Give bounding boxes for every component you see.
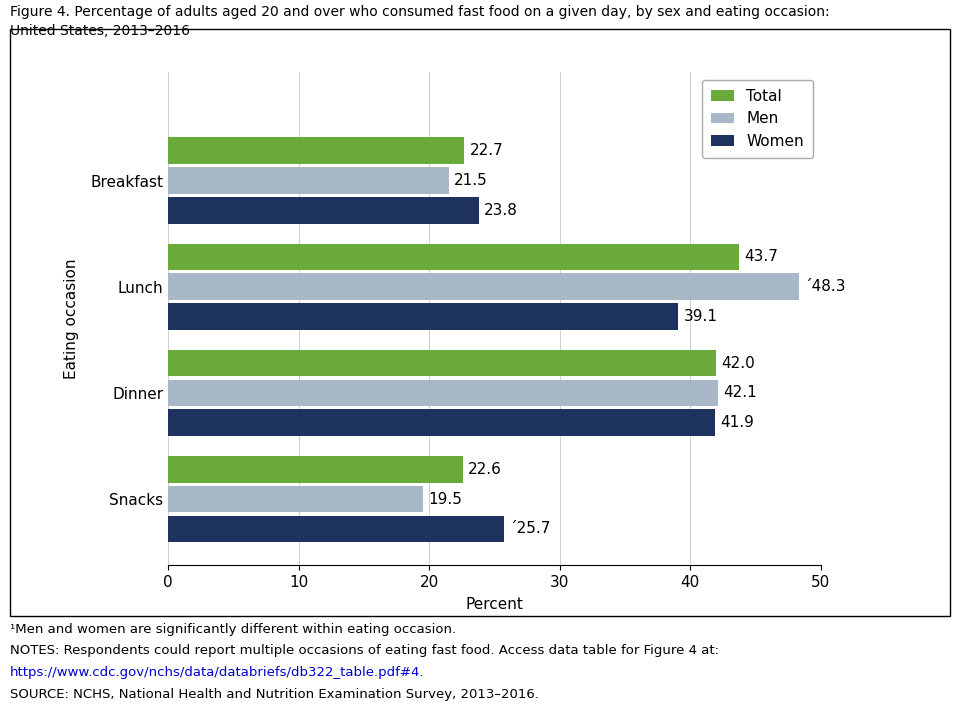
Text: NOTES: Respondents could report multiple occasions of eating fast food. Access d: NOTES: Respondents could report multiple… <box>10 644 719 657</box>
Text: 43.7: 43.7 <box>744 250 778 264</box>
Text: United States, 2013–2016: United States, 2013–2016 <box>10 24 189 37</box>
Text: 39.1: 39.1 <box>684 309 718 324</box>
Bar <box>168 274 799 300</box>
Legend: Total, Men, Women: Total, Men, Women <box>702 80 813 158</box>
Bar <box>168 138 465 164</box>
Text: SOURCE: NCHS, National Health and Nutrition Examination Survey, 2013–2016.: SOURCE: NCHS, National Health and Nutrit… <box>10 688 539 701</box>
Bar <box>168 486 422 513</box>
Text: ´48.3: ´48.3 <box>804 279 846 294</box>
Bar <box>168 350 716 377</box>
Bar <box>168 243 738 270</box>
Bar <box>168 456 463 482</box>
Bar <box>168 167 448 194</box>
Text: 22.6: 22.6 <box>468 462 502 477</box>
Text: 21.5: 21.5 <box>454 173 488 188</box>
Text: https://www.cdc.gov/nchs/data/databriefs/db322_table.pdf#4.: https://www.cdc.gov/nchs/data/databriefs… <box>10 666 424 679</box>
Text: 42.0: 42.0 <box>722 356 756 371</box>
X-axis label: Percent: Percent <box>466 597 523 612</box>
Bar <box>168 197 479 223</box>
Y-axis label: Eating occasion: Eating occasion <box>64 258 79 379</box>
Text: Figure 4. Percentage of adults aged 20 and over who consumed fast food on a give: Figure 4. Percentage of adults aged 20 a… <box>10 5 829 19</box>
Text: 19.5: 19.5 <box>428 492 462 507</box>
Text: ¹Men and women are significantly different within eating occasion.: ¹Men and women are significantly differe… <box>10 623 456 636</box>
Bar <box>168 516 504 542</box>
Bar <box>168 303 679 330</box>
Text: 22.7: 22.7 <box>469 143 503 158</box>
Text: 41.9: 41.9 <box>720 415 755 430</box>
Bar <box>168 410 715 436</box>
Text: 42.1: 42.1 <box>723 385 756 400</box>
Bar <box>168 379 718 406</box>
Text: ´25.7: ´25.7 <box>509 521 550 536</box>
Text: 23.8: 23.8 <box>484 203 517 217</box>
